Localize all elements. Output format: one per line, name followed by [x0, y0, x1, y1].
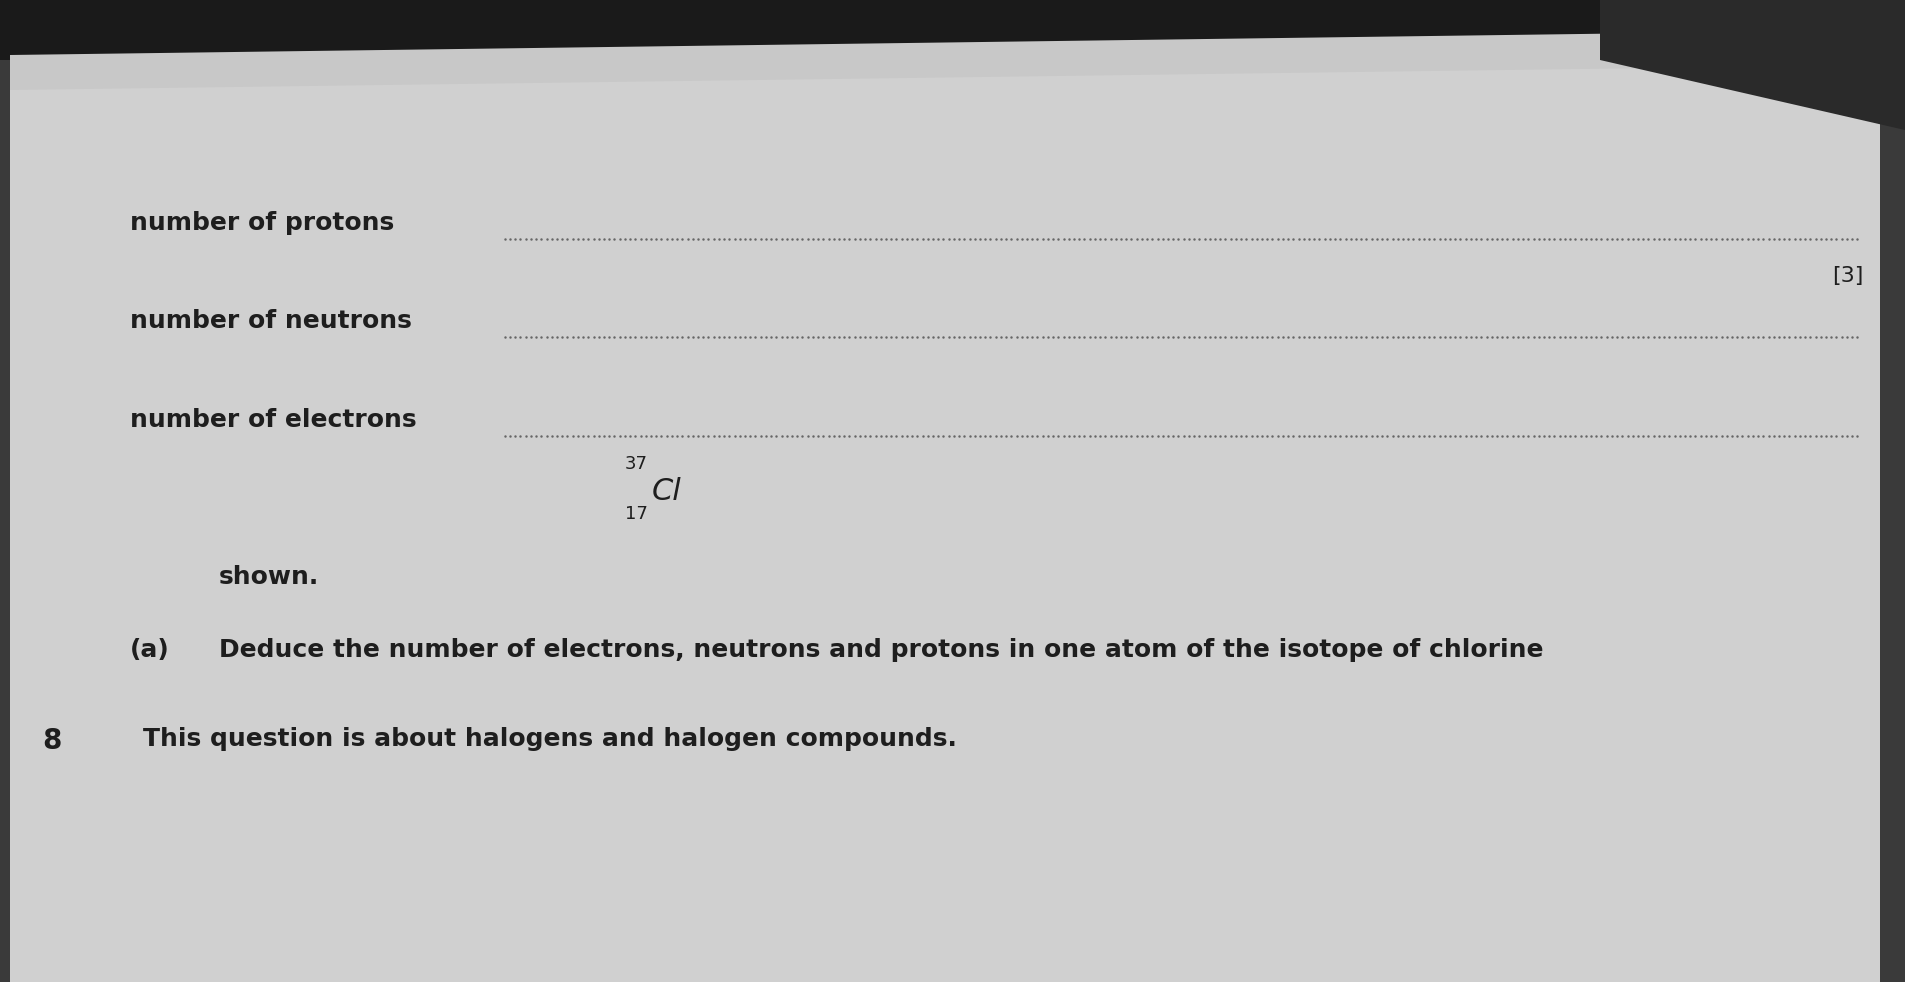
Polygon shape [10, 30, 1880, 982]
Polygon shape [1600, 0, 1905, 130]
Text: Deduce the number of electrons, neutrons and protons in one atom of the isotope : Deduce the number of electrons, neutrons… [219, 638, 1543, 662]
Text: 8: 8 [42, 727, 61, 755]
Text: [3]: [3] [1833, 266, 1863, 286]
Text: shown.: shown. [219, 565, 320, 588]
Text: 37: 37 [625, 455, 648, 473]
Text: number of electrons: number of electrons [130, 408, 415, 431]
FancyBboxPatch shape [0, 0, 1905, 60]
Text: This question is about halogens and halogen compounds.: This question is about halogens and halo… [143, 727, 956, 750]
Text: Cl: Cl [652, 476, 682, 506]
Text: number of neutrons: number of neutrons [130, 309, 411, 333]
Text: 17: 17 [625, 505, 648, 523]
Text: number of protons: number of protons [130, 211, 394, 235]
Polygon shape [10, 65, 1880, 982]
Text: (a): (a) [130, 638, 170, 662]
